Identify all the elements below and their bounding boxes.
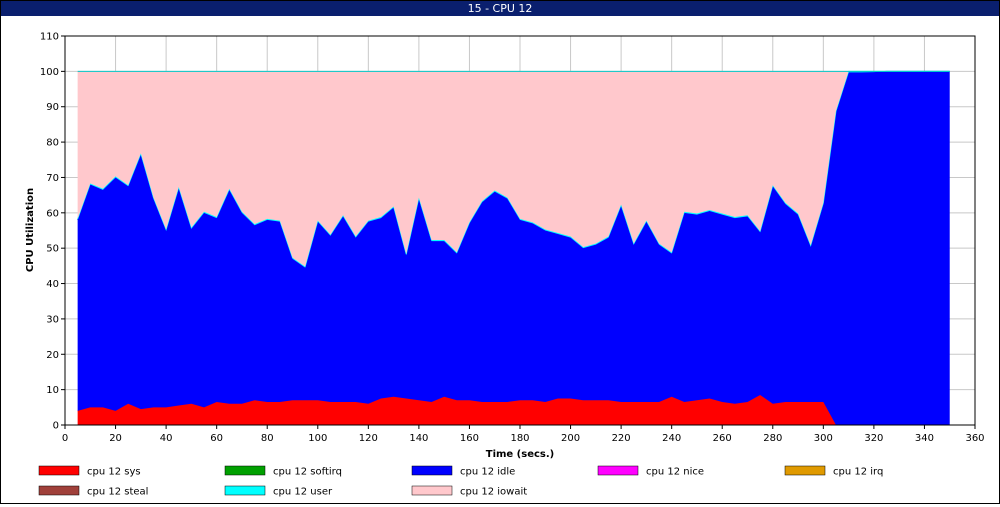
legend-label-cpu-12-iowait: cpu 12 iowait (460, 487, 527, 498)
legend-swatch-cpu-12-iowait (411, 485, 453, 496)
x-tick-label-11: 220 (612, 433, 631, 444)
y-tick-label-1: 10 (46, 385, 59, 396)
x-tick-label-1: 20 (109, 433, 122, 444)
x-tick-label-5: 100 (308, 433, 327, 444)
x-tick-label-16: 320 (864, 433, 883, 444)
legend-label-cpu-12-sys: cpu 12 sys (87, 467, 141, 478)
cpu-utilization-chart: 0 20 40 60 80 100 120 140 160 180 200 220 240 260 280 3… (25, 32, 985, 498)
legend-swatch-cpu-12-steal (38, 485, 80, 496)
window-title: 15 - CPU 12 (1, 1, 999, 16)
legend-swatch-cpu-12-idle (411, 465, 453, 476)
x-tick-label-13: 260 (713, 433, 732, 444)
legend-label-cpu-12-softirq: cpu 12 softirq (273, 467, 342, 478)
x-tick-label-14: 280 (763, 433, 782, 444)
x-tick-label-0: 0 (62, 433, 68, 444)
legend: cpu 12 sys cpu 12 softirq cpu 12 idle cpu 1… (38, 465, 883, 498)
legend-label-cpu-12-nice: cpu 12 nice (646, 467, 704, 478)
x-tick-label-18: 360 (965, 433, 984, 444)
x-axis-label: Time (secs.) (486, 449, 555, 460)
y-tick-label-3: 30 (46, 314, 59, 325)
legend-label-cpu-12-idle: cpu 12 idle (460, 467, 515, 478)
legend-label-cpu-12-user: cpu 12 user (273, 487, 333, 498)
y-axis-ticks: 0 10 20 30 40 50 60 70 80 90 100 110 (40, 32, 65, 432)
y-tick-label-5: 50 (46, 244, 59, 255)
legend-swatch-cpu-12-nice (597, 465, 639, 476)
stacked-areas (77, 70, 950, 426)
x-tick-label-6: 120 (359, 433, 378, 444)
x-tick-label-15: 300 (814, 433, 833, 444)
y-tick-label-8: 80 (46, 138, 59, 149)
legend-label-cpu-12-steal: cpu 12 steal (87, 487, 148, 498)
legend-swatch-cpu-12-softirq (224, 465, 266, 476)
x-tick-label-7: 140 (409, 433, 428, 444)
y-tick-label-2: 20 (46, 350, 59, 361)
area-cpu-12-idle (77, 71, 950, 426)
x-tick-label-2: 40 (160, 433, 173, 444)
area-cpu-12-sys (77, 394, 950, 425)
y-tick-label-9: 90 (46, 102, 59, 113)
x-tick-label-12: 240 (662, 433, 681, 444)
x-tick-label-9: 180 (510, 433, 529, 444)
y-axis-label: CPU Utilization (25, 188, 36, 272)
y-tick-label-4: 40 (46, 279, 59, 290)
x-axis-ticks: 0 20 40 60 80 100 120 140 160 180 200 220 240 260 280 3… (62, 425, 985, 444)
legend-label-cpu-12-irq: cpu 12 irq (833, 467, 883, 478)
x-tick-label-10: 200 (561, 433, 580, 444)
y-tick-label-11: 110 (40, 32, 59, 43)
legend-swatch-cpu-12-sys (38, 465, 80, 476)
legend-swatch-cpu-12-irq (784, 465, 826, 476)
y-tick-label-7: 70 (46, 173, 59, 184)
x-tick-label-4: 80 (261, 433, 274, 444)
y-tick-label-0: 0 (53, 421, 59, 432)
legend-swatch-cpu-12-user (224, 485, 266, 496)
x-tick-label-8: 160 (460, 433, 479, 444)
area-cpu-12-iowait (77, 71, 950, 267)
y-tick-label-6: 60 (46, 208, 59, 219)
x-tick-label-3: 60 (210, 433, 223, 444)
x-tick-label-17: 340 (915, 433, 934, 444)
y-tick-label-10: 100 (40, 67, 59, 78)
